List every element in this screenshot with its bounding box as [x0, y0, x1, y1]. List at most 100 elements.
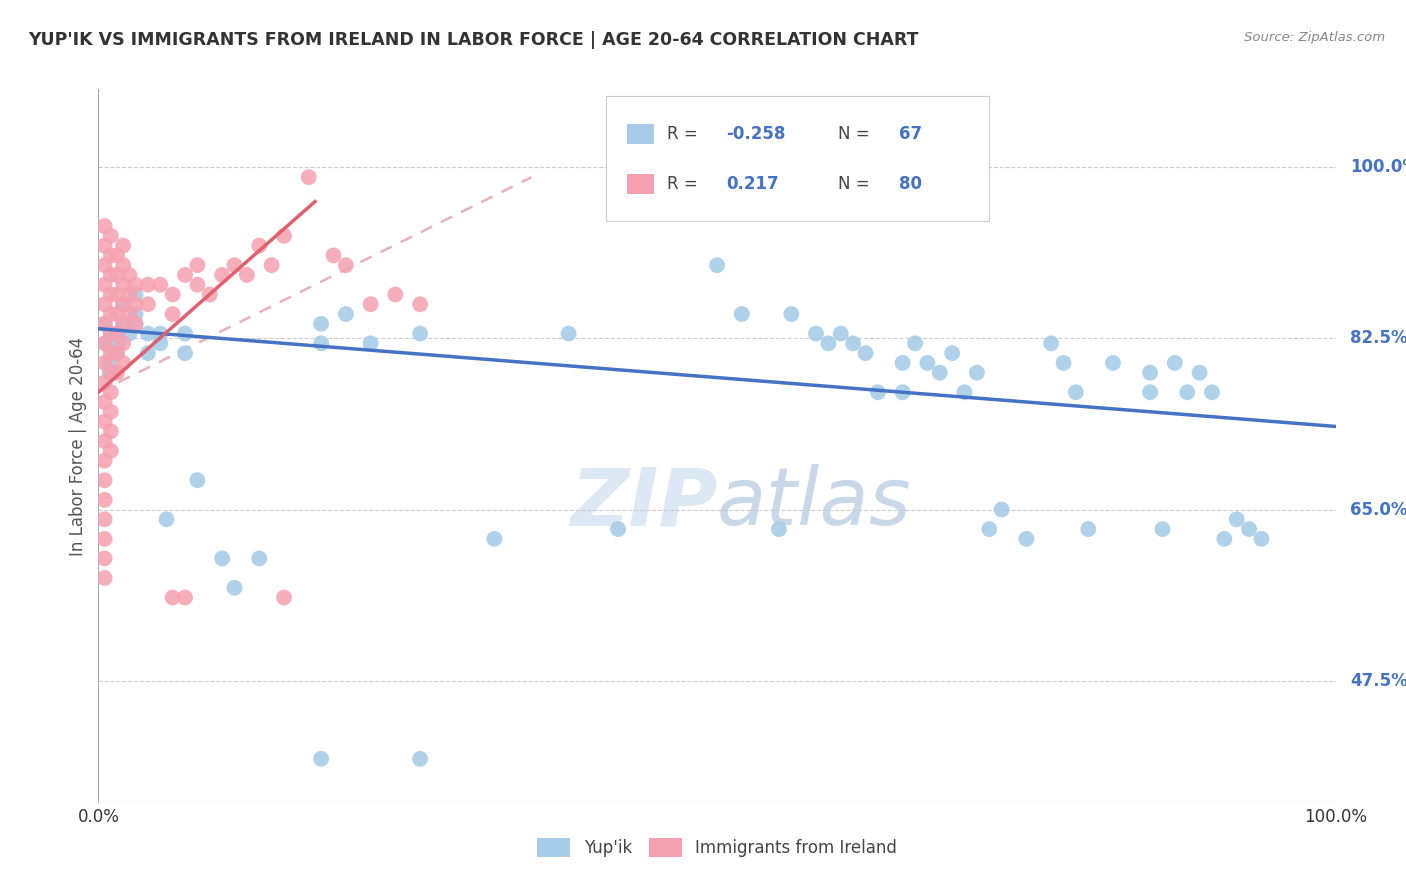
- Point: [93, 258, 115, 272]
- Text: -0.258: -0.258: [727, 125, 786, 143]
- Point: [112, 317, 135, 331]
- Point: [118, 326, 141, 341]
- Point: [98, 366, 121, 380]
- Point: [105, 248, 128, 262]
- Legend: Yup'ik, Immigrants from Ireland: Yup'ik, Immigrants from Ireland: [529, 830, 905, 866]
- Point: [100, 443, 122, 458]
- FancyBboxPatch shape: [606, 96, 990, 221]
- Point: [105, 307, 128, 321]
- Point: [174, 268, 197, 282]
- Point: [124, 317, 146, 331]
- Point: [112, 356, 135, 370]
- Point: [384, 287, 406, 301]
- Point: [105, 326, 128, 341]
- Point: [298, 170, 321, 185]
- Point: [260, 258, 283, 272]
- Bar: [627, 124, 654, 145]
- Point: [1064, 385, 1087, 400]
- Point: [103, 366, 125, 380]
- Point: [100, 228, 122, 243]
- Point: [124, 287, 146, 301]
- Point: [149, 326, 172, 341]
- Point: [100, 405, 122, 419]
- Point: [273, 591, 295, 605]
- Point: [830, 326, 852, 341]
- Point: [112, 317, 135, 331]
- Point: [247, 238, 270, 252]
- Point: [484, 532, 506, 546]
- Point: [162, 287, 184, 301]
- Point: [817, 336, 839, 351]
- Point: [198, 287, 221, 301]
- Point: [941, 346, 963, 360]
- Point: [273, 228, 295, 243]
- Point: [112, 336, 135, 351]
- Point: [1201, 385, 1223, 400]
- Point: [768, 522, 790, 536]
- Point: [93, 219, 115, 233]
- Point: [155, 512, 177, 526]
- Point: [93, 532, 115, 546]
- Point: [103, 346, 125, 360]
- Point: [607, 522, 630, 536]
- Point: [1077, 522, 1099, 536]
- Point: [780, 307, 803, 321]
- Point: [136, 326, 159, 341]
- Point: [360, 336, 382, 351]
- Point: [112, 258, 135, 272]
- Point: [1139, 385, 1161, 400]
- Point: [335, 307, 357, 321]
- Point: [100, 425, 122, 439]
- Point: [93, 376, 115, 390]
- Point: [112, 297, 135, 311]
- Point: [100, 326, 122, 341]
- Y-axis label: In Labor Force | Age 20-64: In Labor Force | Age 20-64: [69, 336, 87, 556]
- Point: [557, 326, 579, 341]
- Point: [186, 473, 208, 487]
- Text: 65.0%: 65.0%: [1350, 500, 1406, 518]
- Point: [1152, 522, 1174, 536]
- Point: [93, 297, 115, 311]
- Point: [93, 415, 115, 429]
- Point: [1040, 336, 1063, 351]
- Point: [1226, 512, 1249, 526]
- Text: R =: R =: [666, 175, 703, 193]
- Point: [928, 366, 950, 380]
- Point: [309, 752, 332, 766]
- Point: [1175, 385, 1198, 400]
- Point: [136, 277, 159, 292]
- Point: [855, 346, 877, 360]
- Text: 80: 80: [900, 175, 922, 193]
- Point: [224, 581, 246, 595]
- Point: [731, 307, 754, 321]
- Point: [100, 326, 122, 341]
- Text: R =: R =: [666, 125, 703, 143]
- Point: [1164, 356, 1187, 370]
- Text: 67: 67: [900, 125, 922, 143]
- Point: [124, 277, 146, 292]
- Point: [211, 551, 233, 566]
- Point: [93, 238, 115, 252]
- Point: [112, 277, 135, 292]
- Point: [93, 336, 115, 351]
- Point: [953, 385, 976, 400]
- Point: [174, 591, 197, 605]
- Point: [97, 356, 120, 370]
- Point: [309, 336, 332, 351]
- Point: [124, 307, 146, 321]
- Point: [1015, 532, 1038, 546]
- Text: Source: ZipAtlas.com: Source: ZipAtlas.com: [1244, 31, 1385, 45]
- Text: ZIP: ZIP: [569, 464, 717, 542]
- Point: [322, 248, 344, 262]
- Point: [100, 307, 122, 321]
- Point: [162, 307, 184, 321]
- Point: [93, 277, 115, 292]
- Point: [360, 297, 382, 311]
- Point: [100, 385, 122, 400]
- Point: [842, 336, 865, 351]
- Point: [93, 551, 115, 566]
- Point: [1250, 532, 1272, 546]
- Point: [1188, 366, 1211, 380]
- Point: [409, 326, 432, 341]
- Point: [105, 326, 128, 341]
